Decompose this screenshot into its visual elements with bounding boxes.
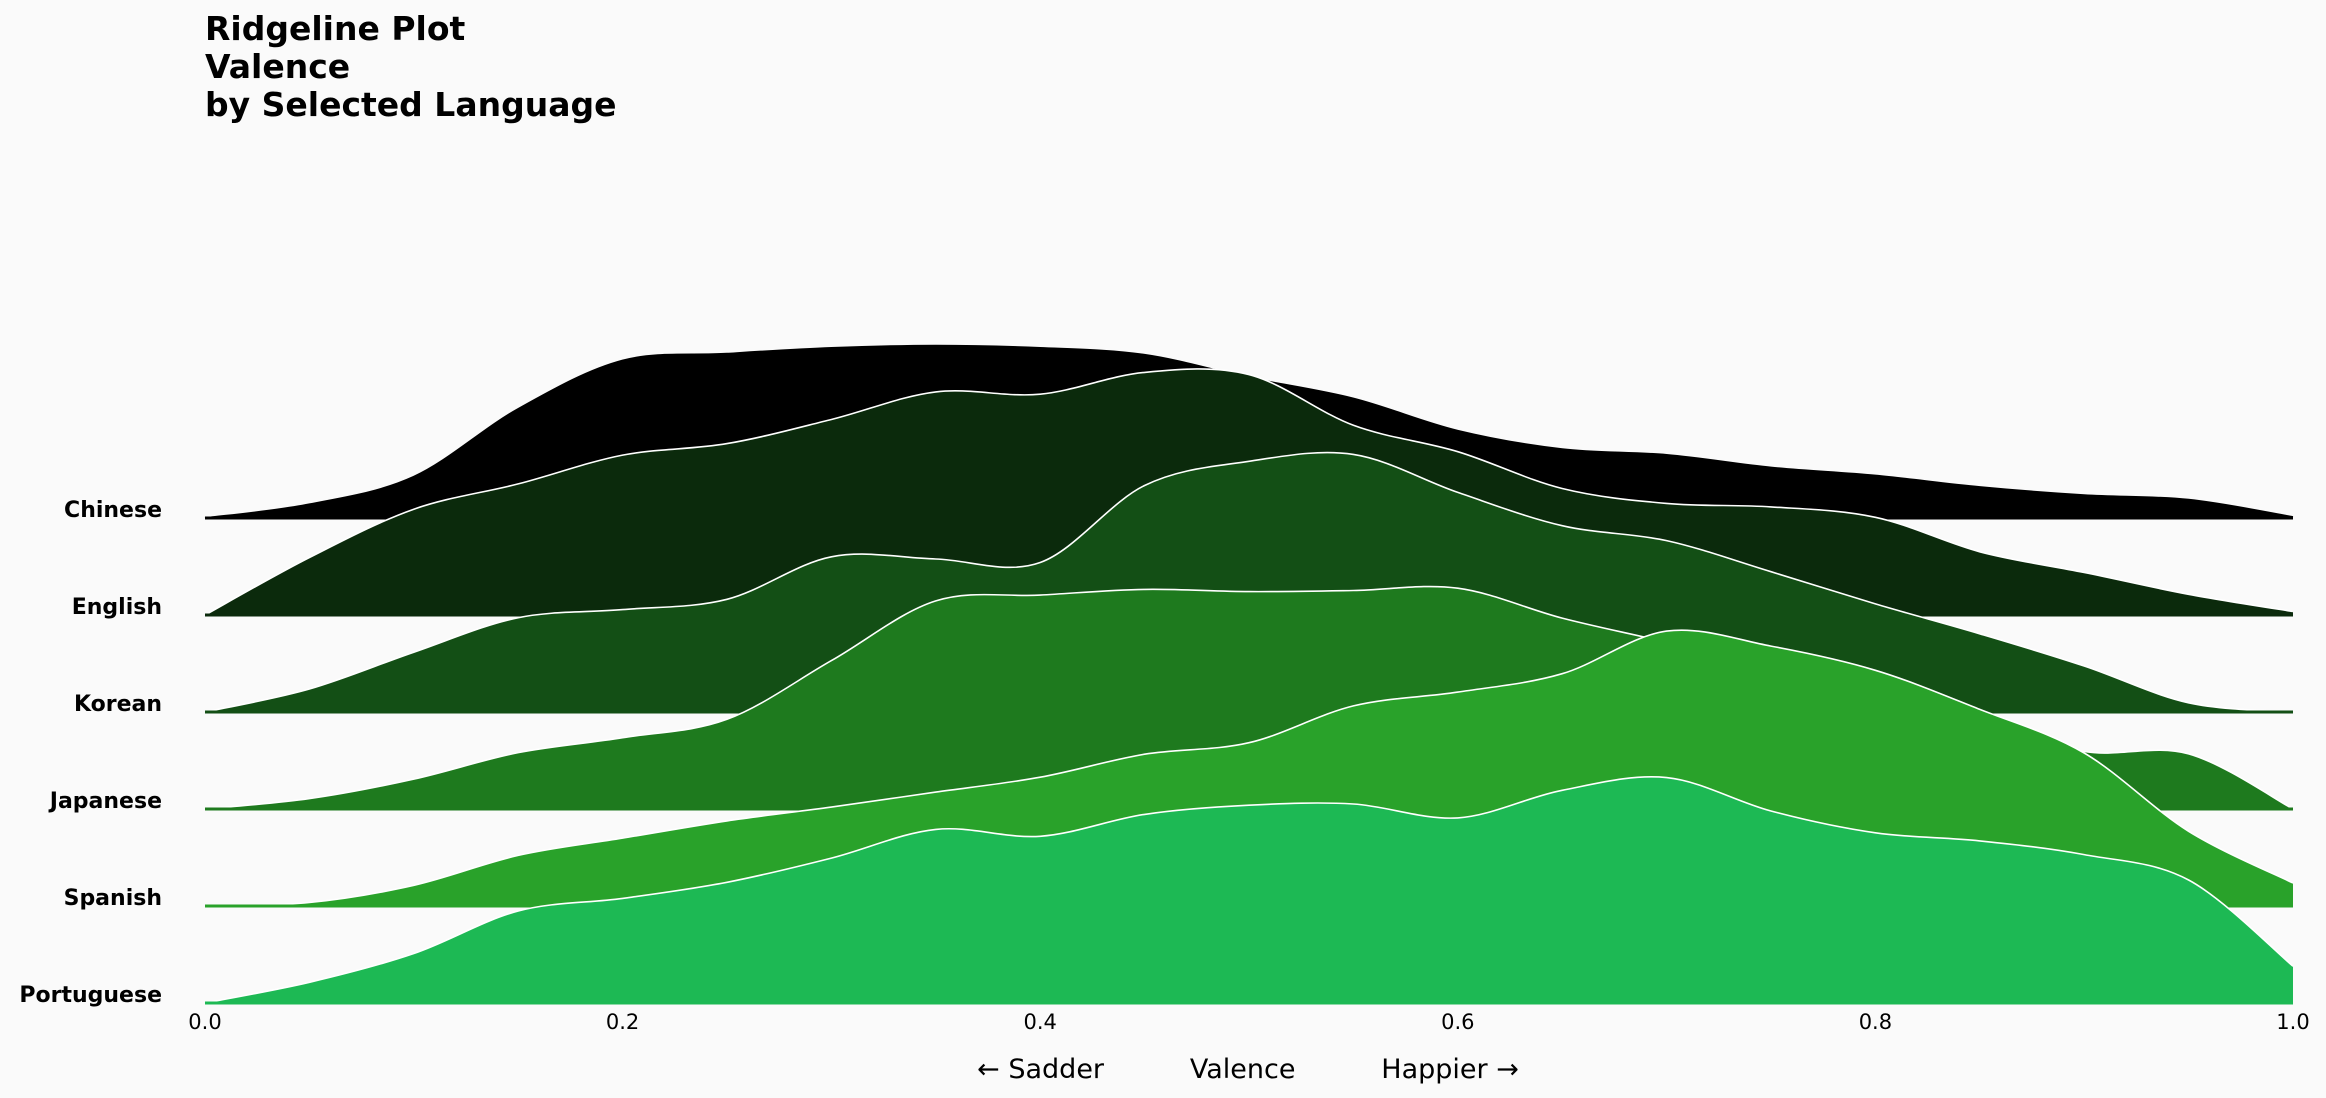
x-tick-label: 0.6 — [1441, 1010, 1474, 1034]
row-label-english: English — [72, 595, 162, 620]
ridge-outline-portuguese — [204, 776, 2294, 1004]
x-axis-ticks: 0.0 0.2 0.4 0.6 0.8 1.0 — [188, 1010, 2309, 1034]
ridge-outline-korean — [204, 451, 2294, 713]
chart-title-line-3: by Selected Language — [205, 85, 616, 124]
x-tick-label: 1.0 — [2276, 1010, 2309, 1034]
row-label-chinese: Chinese — [64, 498, 162, 523]
row-label-korean: Korean — [74, 692, 162, 717]
ridge-area-portuguese — [205, 776, 2293, 1003]
row-labels: Chinese English Korean Japanese Spanish Portu… — [19, 498, 162, 1008]
chart-title-line-1: Ridgeline Plot — [205, 9, 466, 48]
x-axis-label: ← Sadder Valence Happier → — [977, 1054, 1519, 1085]
x-tick-label: 0.8 — [1859, 1010, 1892, 1034]
row-label-portuguese: Portuguese — [19, 983, 162, 1008]
chart-title-line-2: Valence — [205, 47, 350, 86]
ridge-outline-english — [204, 368, 2294, 616]
x-tick-label: 0.2 — [606, 1010, 639, 1034]
x-tick-label: 0.4 — [1023, 1010, 1056, 1034]
ridge-outline-spanish — [204, 629, 2294, 907]
row-label-spanish: Spanish — [64, 886, 162, 911]
ridge-layers — [204, 344, 2294, 1005]
row-label-japanese: Japanese — [48, 789, 162, 814]
x-tick-label: 0.0 — [188, 1010, 221, 1034]
